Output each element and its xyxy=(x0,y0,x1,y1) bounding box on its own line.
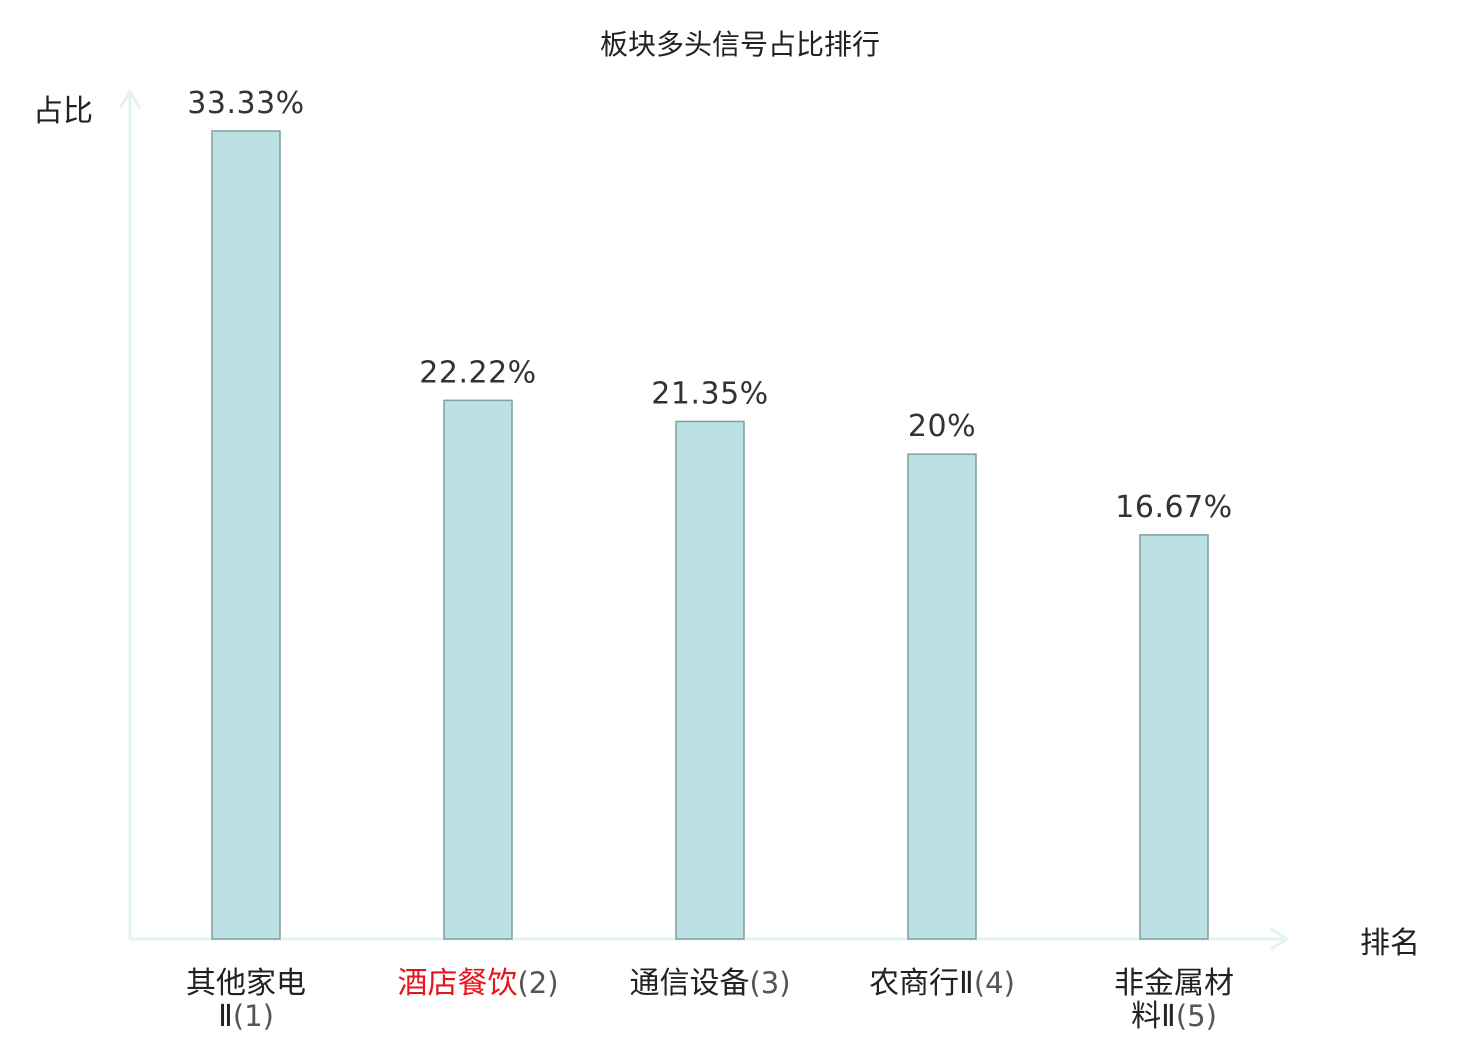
x-tick-rank: (2) xyxy=(517,966,558,1000)
y-axis-arrow xyxy=(118,89,142,109)
bar xyxy=(1139,534,1209,940)
bar xyxy=(907,453,977,940)
x-tick-label-text: 料Ⅱ xyxy=(1131,999,1176,1034)
x-tick-rank: (4) xyxy=(974,966,1015,1000)
bar xyxy=(675,420,745,940)
value-labels-group: 33.33% 22.22% 21.35% 20% 16.67% xyxy=(187,86,1232,525)
x-tick-label: 酒店餐饮(2) xyxy=(397,966,558,1001)
bar-value-label: 16.67% xyxy=(1115,490,1232,525)
bar xyxy=(443,399,513,940)
x-tick-label-text: Ⅱ xyxy=(218,999,233,1034)
bar-value-label: 21.35% xyxy=(651,376,768,411)
x-tick-rank: (5) xyxy=(1176,999,1217,1033)
x-tick-rank: (1) xyxy=(233,999,274,1033)
bars-group xyxy=(211,130,1209,940)
bar-value-label: 20% xyxy=(908,409,976,444)
bar xyxy=(211,130,281,940)
x-tick-label-text: 通信设备 xyxy=(629,966,749,1001)
x-tick-label: 其他家电 xyxy=(186,966,306,1001)
x-tick-label: 通信设备(3) xyxy=(629,966,790,1001)
x-tick-label-text: 农商行Ⅱ xyxy=(869,966,974,1001)
x-tick-label: 料Ⅱ(5) xyxy=(1131,999,1217,1034)
y-axis-label: 占比 xyxy=(33,94,93,129)
x-tick-label: Ⅱ(1) xyxy=(218,999,274,1034)
x-axis-arrow xyxy=(1270,927,1290,951)
x-tick-rank: (3) xyxy=(749,966,790,1000)
x-tick-label-text: 酒店餐饮 xyxy=(397,966,517,1001)
x-tick-label-text: 非金属材 xyxy=(1114,966,1234,1001)
bar-value-label: 33.33% xyxy=(187,86,304,121)
x-tick-label-text: 其他家电 xyxy=(186,966,306,1001)
chart-title: 板块多头信号占比排行 xyxy=(600,28,880,61)
x-tick-label: 非金属材 xyxy=(1114,966,1234,1001)
bar-value-label: 22.22% xyxy=(419,355,536,390)
x-tick-label: 农商行Ⅱ(4) xyxy=(869,966,1015,1001)
x-axis-label: 排名 xyxy=(1360,926,1420,961)
